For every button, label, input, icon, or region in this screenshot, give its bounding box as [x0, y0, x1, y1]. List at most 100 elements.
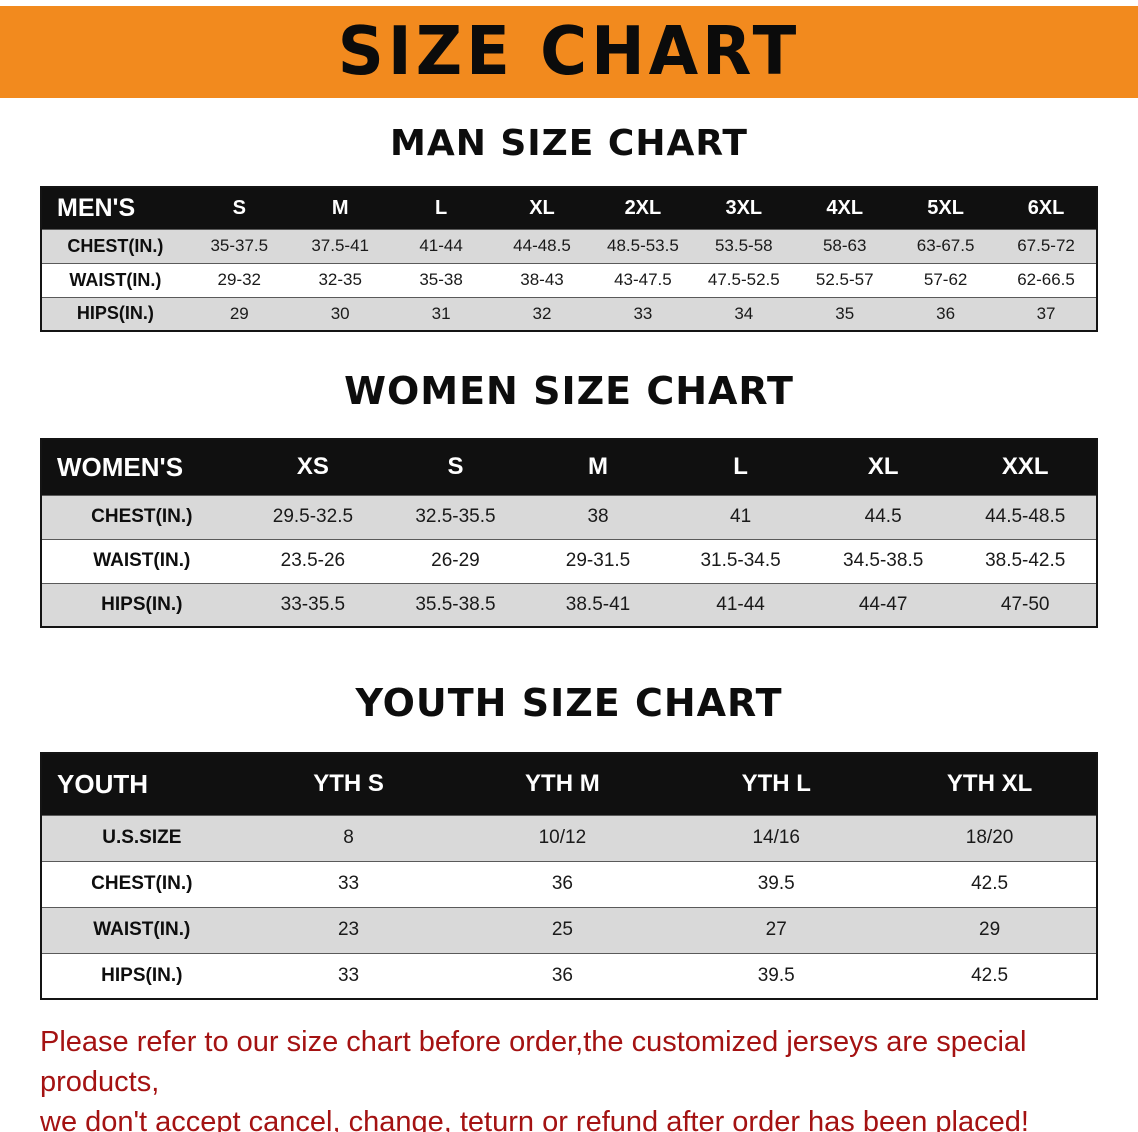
value-cell: 29.5-32.5	[241, 494, 385, 539]
value-cell: 35-37.5	[188, 228, 290, 263]
value-cell: 44.5	[811, 494, 955, 539]
size-header-cell: M	[289, 187, 391, 229]
value-cell: 52.5-57	[794, 262, 896, 297]
value-cell: 26-29	[384, 538, 527, 583]
value-cell: 29-32	[188, 262, 290, 297]
table-title-cell: WOMEN'S	[41, 439, 242, 495]
value-cell: 10/12	[455, 814, 670, 861]
size-table: YOUTH YTH S YTH M YTH L YTH XL U.S.SIZE 8 10/12…	[40, 752, 1098, 1000]
size-header-cell: 6XL	[996, 187, 1097, 229]
women-size-chart-heading: WOMEN SIZE CHART	[344, 369, 794, 413]
table-row: WAIST(IN.) 23.5-26 26-29 29-31.5 31.5-34.5 34…	[41, 538, 1097, 583]
value-cell: 32.5-35.5	[384, 494, 527, 539]
size-header-cell: 3XL	[693, 187, 795, 229]
value-cell: 37.5-41	[289, 228, 391, 263]
value-cell: 44-47	[811, 582, 955, 627]
value-cell: 38.5-41	[526, 582, 670, 627]
row-label-cell: U.S.SIZE	[41, 814, 242, 861]
value-cell: 25	[455, 906, 670, 953]
value-cell: 31.5-34.5	[669, 538, 812, 583]
value-cell: 62-66.5	[996, 262, 1097, 297]
value-cell: 36	[895, 296, 997, 331]
youth-size-chart-heading: YOUTH SIZE CHART	[355, 681, 783, 725]
banner-title: SIZE CHART	[337, 13, 801, 91]
table-row: HIPS(IN.) 33 36 39.5 42.5	[41, 952, 1097, 999]
disclaimer-text: Please refer to our size chart before or…	[40, 1022, 1098, 1132]
value-cell: 33	[241, 952, 456, 999]
value-cell: 48.5-53.5	[592, 228, 694, 263]
size-header-cell: XXL	[954, 439, 1097, 495]
size-header-cell: M	[526, 439, 670, 495]
value-cell: 8	[241, 814, 456, 861]
row-label-cell: WAIST(IN.)	[41, 262, 189, 297]
row-label-cell: CHEST(IN.)	[41, 228, 189, 263]
size-header-cell: XS	[241, 439, 385, 495]
value-cell: 34	[693, 296, 795, 331]
size-header-cell: YTH M	[455, 753, 670, 815]
value-cell: 44-48.5	[491, 228, 593, 263]
value-cell: 29-31.5	[526, 538, 670, 583]
value-cell: 47.5-52.5	[693, 262, 795, 297]
size-header-cell: YTH XL	[883, 753, 1097, 815]
value-cell: 41-44	[669, 582, 812, 627]
value-cell: 58-63	[794, 228, 896, 263]
youth-size-section: YOUTH SIZE CHART YOUTH YTH S YTH M YTH L YTH…	[0, 684, 1138, 1000]
value-cell: 31	[390, 296, 492, 331]
value-cell: 47-50	[954, 582, 1097, 627]
size-table: WOMEN'S XS S M L XL XXL CHEST(IN.) 29.5-32.5 32.5…	[40, 438, 1098, 628]
table-row: U.S.SIZE 8 10/12 14/16 18/20	[41, 814, 1097, 861]
size-header-cell: 5XL	[895, 187, 997, 229]
value-cell: 53.5-58	[693, 228, 795, 263]
value-cell: 38-43	[491, 262, 593, 297]
men-size-section: MAN SIZE CHART MEN'S S M L XL 2XL 3XL 4XL 5XL 6XL…	[0, 126, 1138, 332]
value-cell: 32-35	[289, 262, 391, 297]
size-header-cell: L	[669, 439, 812, 495]
row-label-cell: WAIST(IN.)	[41, 538, 242, 583]
value-cell: 14/16	[669, 814, 884, 861]
table-row: CHEST(IN.) 35-37.5 37.5-41 41-44 44-48.5 48.5…	[41, 228, 1097, 263]
row-label-cell: HIPS(IN.)	[41, 296, 189, 331]
value-cell: 32	[491, 296, 593, 331]
size-header-cell: 4XL	[794, 187, 896, 229]
row-label-cell: HIPS(IN.)	[41, 582, 242, 627]
value-cell: 57-62	[895, 262, 997, 297]
size-header-cell: YTH L	[669, 753, 884, 815]
value-cell: 42.5	[883, 952, 1097, 999]
value-cell: 30	[289, 296, 391, 331]
value-cell: 36	[455, 860, 670, 907]
value-cell: 44.5-48.5	[954, 494, 1097, 539]
value-cell: 35-38	[390, 262, 492, 297]
value-cell: 23	[241, 906, 456, 953]
row-label-cell: CHEST(IN.)	[41, 860, 242, 907]
man-size-chart-heading: MAN SIZE CHART	[390, 123, 748, 164]
value-cell: 33	[241, 860, 456, 907]
table-title-cell: YOUTH	[41, 753, 242, 815]
value-cell: 35	[794, 296, 896, 331]
value-cell: 39.5	[669, 860, 884, 907]
table-row: HIPS(IN.) 33-35.5 35.5-38.5 38.5-41 41-44 44-…	[41, 582, 1097, 627]
women-size-section: WOMEN SIZE CHART WOMEN'S XS S M L XL XXL CHEST(…	[0, 372, 1138, 628]
disclaimer-line-1: Please refer to our size chart before or…	[40, 1026, 1027, 1099]
value-cell: 36	[455, 952, 670, 999]
table-row: WAIST(IN.) 29-32 32-35 35-38 38-43 43-47.5 47.…	[41, 262, 1097, 297]
value-cell: 33	[592, 296, 694, 331]
youth-size-table-wrap: YOUTH YTH S YTH M YTH L YTH XL U.S.SIZE 8 10/12…	[40, 752, 1098, 1000]
value-cell: 18/20	[883, 814, 1097, 861]
value-cell: 42.5	[883, 860, 1097, 907]
value-cell: 41	[669, 494, 812, 539]
disclaimer-line-2: we don't accept cancel, change, teturn o…	[40, 1106, 1029, 1132]
table-title-cell: MEN'S	[41, 187, 189, 229]
value-cell: 33-35.5	[241, 582, 385, 627]
value-cell: 23.5-26	[241, 538, 385, 583]
value-cell: 38	[526, 494, 670, 539]
row-label-cell: WAIST(IN.)	[41, 906, 242, 953]
size-table: MEN'S S M L XL 2XL 3XL 4XL 5XL 6XL CHEST(IN.) 35-37…	[40, 186, 1098, 332]
value-cell: 38.5-42.5	[954, 538, 1097, 583]
size-header-cell: S	[384, 439, 527, 495]
value-cell: 63-67.5	[895, 228, 997, 263]
size-header-cell: XL	[811, 439, 955, 495]
size-chart-banner: SIZE CHART	[0, 6, 1138, 98]
value-cell: 37	[996, 296, 1097, 331]
value-cell: 27	[669, 906, 884, 953]
row-label-cell: HIPS(IN.)	[41, 952, 242, 999]
